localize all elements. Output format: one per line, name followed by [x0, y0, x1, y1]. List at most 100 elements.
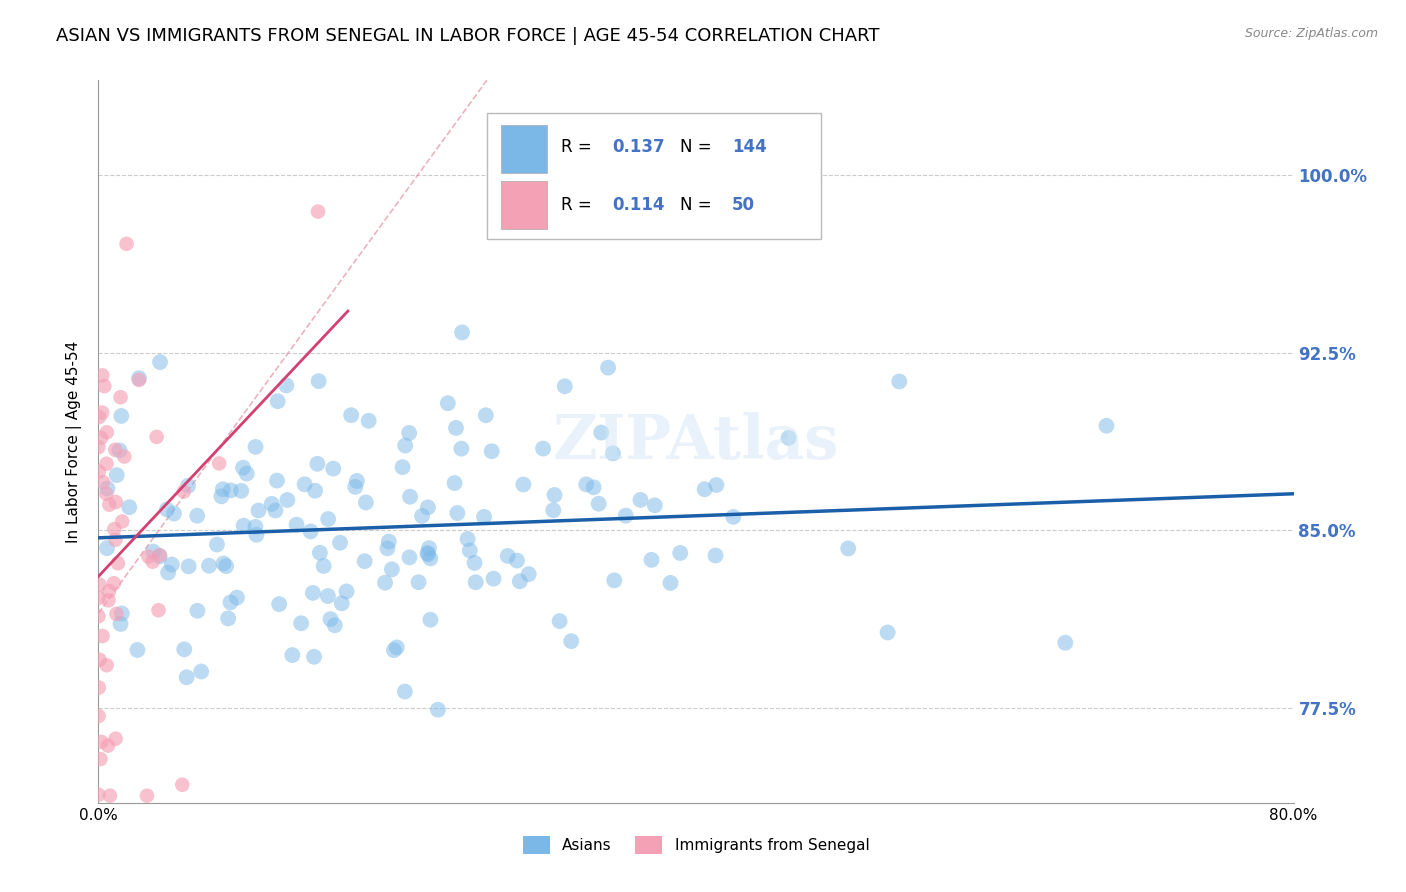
Point: [118, 500, 141, 515]
Point: [640, 553, 662, 567]
Point: [464, 575, 486, 590]
Point: [603, 574, 626, 588]
Point: [411, 508, 433, 523]
Point: [105, 607, 128, 621]
Point: [408, 575, 430, 590]
Point: [90, 431, 112, 445]
Point: [344, 480, 367, 494]
Point: [232, 518, 254, 533]
Point: [173, 642, 195, 657]
Point: [97, 739, 120, 753]
Point: [357, 414, 380, 428]
Point: [110, 390, 132, 404]
Text: 144: 144: [733, 138, 766, 156]
Point: [177, 559, 200, 574]
Text: R =: R =: [561, 196, 598, 214]
Point: [104, 533, 127, 547]
Point: [87, 609, 110, 624]
Point: [329, 535, 352, 549]
Point: [96, 425, 118, 440]
Point: [217, 611, 239, 625]
Point: [215, 559, 238, 574]
Point: [198, 558, 221, 573]
Point: [266, 394, 288, 409]
Point: [316, 589, 339, 603]
Point: [107, 556, 129, 570]
Point: [211, 483, 233, 497]
Point: [219, 483, 242, 498]
Point: [276, 378, 298, 392]
Point: [264, 503, 287, 517]
Legend: Asians, Immigrants from Senegal: Asians, Immigrants from Senegal: [516, 830, 876, 860]
Point: [89, 752, 111, 766]
Point: [149, 549, 172, 564]
Point: [87, 591, 110, 605]
Point: [509, 574, 531, 589]
Point: [91, 475, 114, 489]
Point: [464, 556, 486, 570]
Point: [111, 607, 134, 621]
Point: [322, 461, 344, 475]
Point: [381, 562, 404, 576]
Point: [290, 616, 312, 631]
Point: [294, 477, 316, 491]
Point: [186, 604, 208, 618]
Point: [176, 670, 198, 684]
Point: [87, 681, 110, 695]
Point: [307, 457, 329, 471]
Text: R =: R =: [561, 138, 598, 156]
Point: [226, 591, 249, 605]
Point: [659, 576, 682, 591]
Point: [149, 548, 172, 562]
Point: [354, 495, 377, 509]
Point: [308, 374, 330, 388]
Point: [103, 576, 125, 591]
Point: [506, 553, 529, 567]
Point: [575, 477, 598, 491]
Point: [458, 543, 481, 558]
Point: [602, 446, 624, 460]
Point: [87, 709, 110, 723]
Point: [98, 498, 121, 512]
Point: [96, 486, 118, 500]
Point: [235, 467, 257, 481]
Point: [416, 546, 439, 560]
Point: [91, 368, 114, 383]
Point: [706, 478, 728, 492]
Point: [548, 614, 571, 628]
Text: ZIPAtlas: ZIPAtlas: [553, 411, 839, 472]
Point: [416, 500, 439, 515]
Point: [260, 497, 283, 511]
Point: [104, 442, 127, 457]
Point: [231, 483, 253, 498]
Point: [394, 438, 416, 452]
Point: [145, 430, 167, 444]
Point: [889, 375, 911, 389]
Point: [443, 476, 465, 491]
Point: [112, 450, 135, 464]
Text: N =: N =: [681, 138, 717, 156]
Point: [644, 499, 666, 513]
Point: [89, 653, 111, 667]
Point: [89, 577, 111, 591]
Point: [96, 482, 118, 496]
Point: [266, 474, 288, 488]
Point: [105, 468, 128, 483]
Point: [87, 788, 110, 802]
Point: [669, 546, 692, 560]
Point: [98, 789, 121, 803]
Y-axis label: In Labor Force | Age 45-54: In Labor Force | Age 45-54: [66, 341, 82, 542]
Point: [496, 549, 519, 563]
Text: 0.114: 0.114: [613, 196, 665, 214]
Point: [340, 408, 363, 422]
Point: [316, 512, 339, 526]
Point: [136, 789, 159, 803]
Point: [1095, 418, 1118, 433]
Point: [299, 524, 322, 539]
Point: [1054, 636, 1077, 650]
FancyBboxPatch shape: [486, 112, 821, 239]
Point: [87, 410, 110, 425]
Point: [531, 442, 554, 456]
Point: [307, 204, 329, 219]
Point: [693, 482, 716, 496]
